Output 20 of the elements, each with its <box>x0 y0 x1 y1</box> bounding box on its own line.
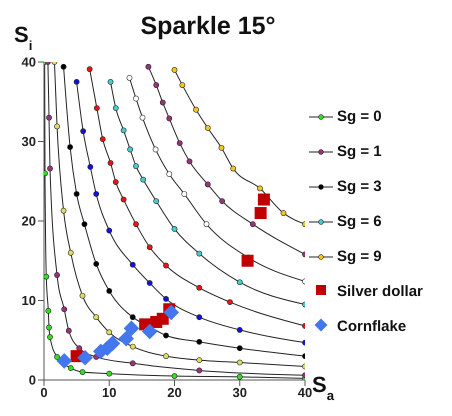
x-axis-title: S$_{a}$ <box>312 372 335 402</box>
y-tick-label: 30 <box>22 134 36 150</box>
y-tick-label: 20 <box>22 214 36 229</box>
x-tick-label: 10 <box>102 385 116 400</box>
legend-label: Sg = 1 <box>337 143 383 160</box>
x-tick-label: 0 <box>40 385 48 400</box>
legend-label: Sg = 3 <box>337 178 383 195</box>
legend-label: Sg = 6 <box>337 213 383 230</box>
legend-label: Sg = 9 <box>337 248 383 265</box>
x-tick-label: 40 <box>298 385 312 400</box>
y-axis-title: S$_{i}$ <box>14 22 32 52</box>
x-tick-label: 30 <box>232 385 247 400</box>
legend-label: Silver dollar <box>337 283 424 300</box>
x-tick-label: 20 <box>167 385 182 400</box>
y-tick-label: 0 <box>28 372 36 388</box>
y-tick-label: 40 <box>22 54 36 70</box>
y-tick-label: 10 <box>22 293 36 308</box>
legend-label: Cornflake <box>337 318 408 335</box>
chart-title: Sparkle 15° <box>140 12 276 40</box>
legend-label: Sg = 0 <box>337 108 383 125</box>
